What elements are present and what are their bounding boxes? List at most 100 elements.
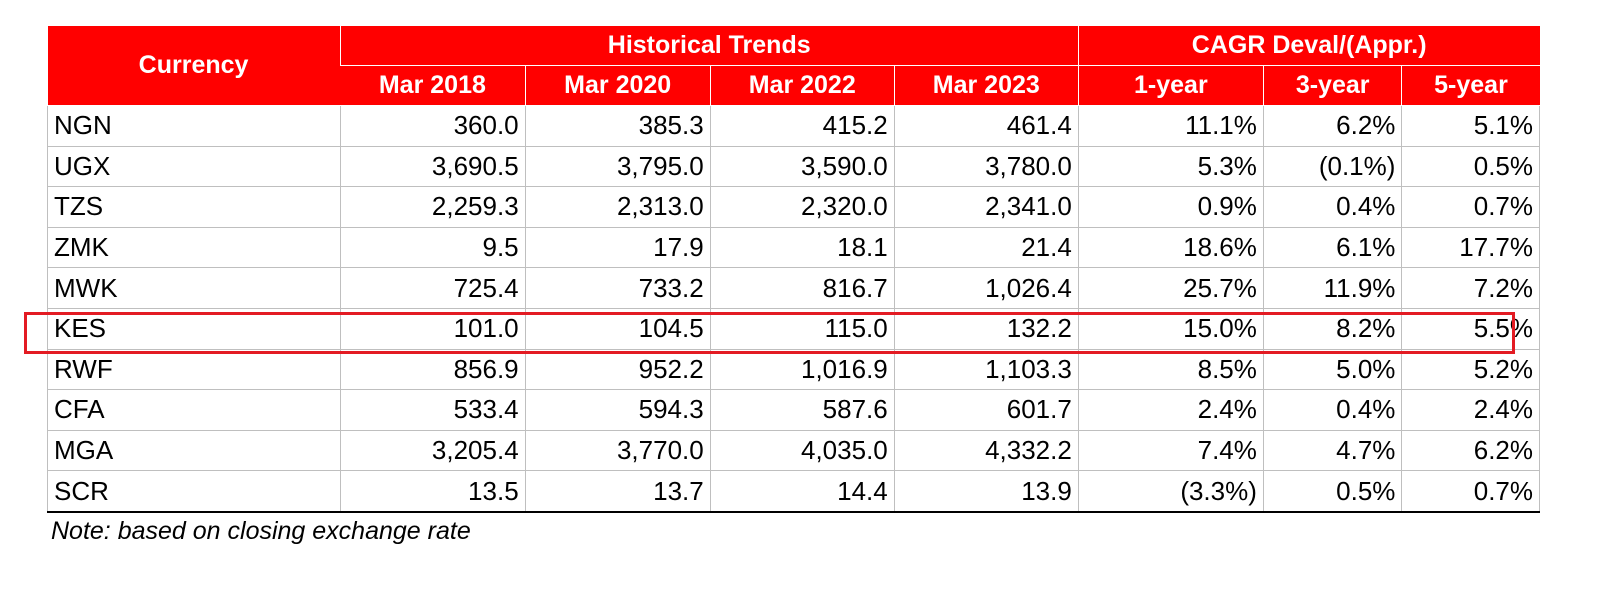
table-row: MGA 3,205.4 3,770.0 4,035.0 4,332.2 7.4%… bbox=[47, 430, 1540, 472]
value-cell: 18.1 bbox=[709, 227, 895, 269]
value-cell: 594.3 bbox=[524, 389, 711, 431]
value-cell: 13.5 bbox=[339, 470, 526, 513]
value-cell: 15.0% bbox=[1077, 308, 1264, 350]
value-cell: 6.1% bbox=[1262, 227, 1402, 269]
value-cell: 5.3% bbox=[1077, 146, 1264, 188]
value-cell: 5.5% bbox=[1401, 308, 1540, 350]
value-cell: 461.4 bbox=[893, 105, 1079, 147]
currency-cell: MWK bbox=[47, 267, 341, 309]
value-cell: 5.2% bbox=[1401, 349, 1540, 391]
column-header: Mar 2020 bbox=[524, 65, 711, 106]
column-header: 3-year bbox=[1262, 65, 1402, 106]
table-note: Note: based on closing exchange rate bbox=[51, 517, 471, 545]
exchange-rate-table: Currency Historical Trends CAGR Deval/(A… bbox=[47, 26, 1540, 513]
value-cell: 3,690.5 bbox=[339, 146, 526, 188]
value-cell: 3,770.0 bbox=[524, 430, 711, 472]
cagr-header: CAGR Deval/(Appr.) bbox=[1077, 26, 1540, 66]
table-row: MWK 725.4 733.2 816.7 1,026.4 25.7% 11.9… bbox=[47, 267, 1540, 309]
value-cell: 0.4% bbox=[1262, 389, 1402, 431]
table-row: RWF 856.9 952.2 1,016.9 1,103.3 8.5% 5.0… bbox=[47, 349, 1540, 391]
value-cell: 4,332.2 bbox=[893, 430, 1079, 472]
table-row: CFA 533.4 594.3 587.6 601.7 2.4% 0.4% 2.… bbox=[47, 389, 1540, 431]
value-cell: 3,780.0 bbox=[893, 146, 1079, 188]
currency-cell: KES bbox=[47, 308, 341, 350]
value-cell: 0.4% bbox=[1262, 186, 1402, 228]
value-cell: 11.9% bbox=[1262, 267, 1402, 309]
value-cell: 14.4 bbox=[709, 470, 895, 513]
value-cell: 115.0 bbox=[709, 308, 895, 350]
value-cell: 9.5 bbox=[339, 227, 526, 269]
value-cell: 18.6% bbox=[1077, 227, 1264, 269]
value-cell: 8.5% bbox=[1077, 349, 1264, 391]
value-cell: 104.5 bbox=[524, 308, 711, 350]
value-cell: 0.5% bbox=[1401, 146, 1540, 188]
table-row: UGX 3,690.5 3,795.0 3,590.0 3,780.0 5.3%… bbox=[47, 146, 1540, 188]
table-row: TZS 2,259.3 2,313.0 2,320.0 2,341.0 0.9%… bbox=[47, 186, 1540, 228]
value-cell: 415.2 bbox=[709, 105, 895, 147]
value-cell: 385.3 bbox=[524, 105, 711, 147]
value-cell: 1,026.4 bbox=[893, 267, 1079, 309]
value-cell: 17.7% bbox=[1401, 227, 1540, 269]
value-cell: 13.7 bbox=[524, 470, 711, 513]
value-cell: 0.9% bbox=[1077, 186, 1264, 228]
currency-cell: ZMK bbox=[47, 227, 341, 269]
value-cell: 4,035.0 bbox=[709, 430, 895, 472]
value-cell: 6.2% bbox=[1262, 105, 1402, 147]
table-row: ZMK 9.5 17.9 18.1 21.4 18.6% 6.1% 17.7% bbox=[47, 227, 1540, 269]
value-cell: 25.7% bbox=[1077, 267, 1264, 309]
table-row: SCR 13.5 13.7 14.4 13.9 (3.3%) 0.5% 0.7% bbox=[47, 470, 1540, 513]
historical-trends-header: Historical Trends bbox=[339, 26, 1079, 66]
value-cell: 5.1% bbox=[1401, 105, 1540, 147]
value-cell: 587.6 bbox=[709, 389, 895, 431]
value-cell: 2.4% bbox=[1401, 389, 1540, 431]
value-cell: 6.2% bbox=[1401, 430, 1540, 472]
value-cell: 733.2 bbox=[524, 267, 711, 309]
value-cell: 952.2 bbox=[524, 349, 711, 391]
value-cell: 1,103.3 bbox=[893, 349, 1079, 391]
currency-header: Currency bbox=[47, 26, 341, 106]
value-cell: 601.7 bbox=[893, 389, 1079, 431]
value-cell: 816.7 bbox=[709, 267, 895, 309]
value-cell: 2,313.0 bbox=[524, 186, 711, 228]
value-cell: 856.9 bbox=[339, 349, 526, 391]
value-cell: 7.4% bbox=[1077, 430, 1264, 472]
column-header: 5-year bbox=[1401, 65, 1540, 106]
currency-cell: SCR bbox=[47, 470, 341, 513]
value-cell: 0.7% bbox=[1401, 470, 1540, 513]
exchange-rate-table-container: Currency Historical Trends CAGR Deval/(A… bbox=[47, 26, 1540, 513]
value-cell: 132.2 bbox=[893, 308, 1079, 350]
column-header: Mar 2022 bbox=[709, 65, 895, 106]
value-cell: (0.1%) bbox=[1262, 146, 1402, 188]
value-cell: 2,259.3 bbox=[339, 186, 526, 228]
column-header: Mar 2023 bbox=[893, 65, 1079, 106]
table-row: NGN 360.0 385.3 415.2 461.4 11.1% 6.2% 5… bbox=[47, 105, 1540, 147]
value-cell: 11.1% bbox=[1077, 105, 1264, 147]
currency-cell: UGX bbox=[47, 146, 341, 188]
value-cell: 5.0% bbox=[1262, 349, 1402, 391]
value-cell: 101.0 bbox=[339, 308, 526, 350]
value-cell: 533.4 bbox=[339, 389, 526, 431]
value-cell: 3,590.0 bbox=[709, 146, 895, 188]
table-row-highlighted: KES 101.0 104.5 115.0 132.2 15.0% 8.2% 5… bbox=[47, 308, 1540, 350]
currency-cell: MGA bbox=[47, 430, 341, 472]
value-cell: 2,320.0 bbox=[709, 186, 895, 228]
value-cell: 725.4 bbox=[339, 267, 526, 309]
value-cell: 0.7% bbox=[1401, 186, 1540, 228]
currency-cell: TZS bbox=[47, 186, 341, 228]
value-cell: 0.5% bbox=[1262, 470, 1402, 513]
table-body: NGN 360.0 385.3 415.2 461.4 11.1% 6.2% 5… bbox=[47, 105, 1540, 513]
value-cell: 7.2% bbox=[1401, 267, 1540, 309]
value-cell: 360.0 bbox=[339, 105, 526, 147]
column-header: Mar 2018 bbox=[340, 65, 526, 106]
value-cell: 21.4 bbox=[893, 227, 1079, 269]
value-cell: (3.3%) bbox=[1077, 470, 1264, 513]
currency-cell: RWF bbox=[47, 349, 341, 391]
value-cell: 2.4% bbox=[1077, 389, 1264, 431]
currency-cell: CFA bbox=[47, 389, 341, 431]
currency-cell: NGN bbox=[47, 105, 341, 147]
value-cell: 8.2% bbox=[1262, 308, 1402, 350]
value-cell: 3,205.4 bbox=[339, 430, 526, 472]
value-cell: 17.9 bbox=[524, 227, 711, 269]
value-cell: 1,016.9 bbox=[709, 349, 895, 391]
value-cell: 13.9 bbox=[893, 470, 1079, 513]
